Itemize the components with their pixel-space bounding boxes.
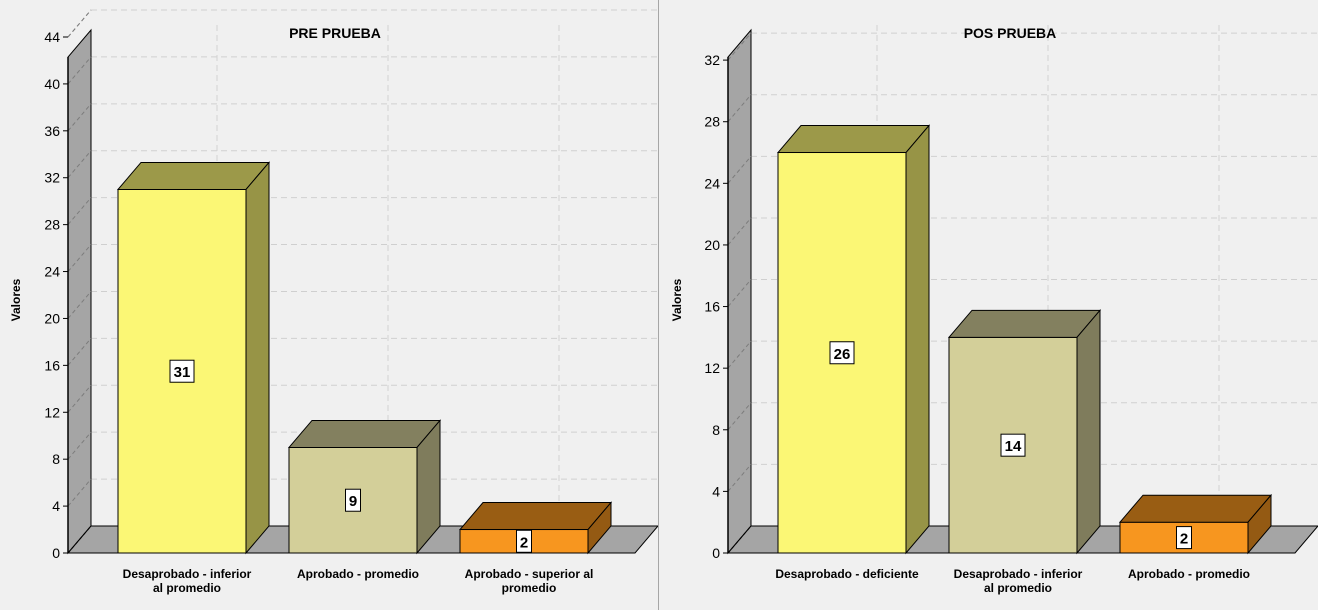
category-label: Desaprobado - inferior	[954, 567, 1083, 581]
data-label: 14	[1005, 438, 1022, 455]
chart-title: PRE PRUEBA	[289, 25, 381, 41]
data-label: 26	[834, 346, 851, 363]
y-axis-label: Valores	[670, 278, 684, 321]
y-tick-label: 4	[712, 483, 720, 499]
wall-gridline	[67, 338, 92, 366]
y-tick-label: 44	[44, 29, 60, 45]
data-label-box	[516, 529, 532, 553]
y-tick-label: 12	[44, 404, 60, 420]
y-tick-label: 4	[52, 498, 60, 514]
bar-side	[1076, 309, 1101, 555]
category-label: Aprobado - promedio	[1128, 567, 1250, 581]
pos-prueba-chart: 0 4 8 12 16 20 24 28 32 Valores POS PRUEBA 26 Desapr…	[670, 25, 1318, 595]
wall-gridline	[67, 56, 92, 85]
y-tick-label: 16	[44, 357, 60, 373]
wall-gridline	[67, 9, 92, 38]
data-label-box	[1000, 433, 1026, 457]
bar-top	[947, 309, 1102, 338]
data-label: 9	[349, 493, 357, 510]
bar	[1118, 493, 1273, 555]
bar-top	[776, 125, 931, 154]
bar	[776, 124, 931, 555]
bar-side	[1247, 493, 1272, 555]
category-label: Desaprobado - inferior	[123, 567, 252, 581]
data-label: 2	[1180, 531, 1188, 548]
y-axis-label: Valores	[9, 278, 23, 321]
y-tick-label: 24	[44, 264, 60, 280]
y-tick-label: 40	[44, 76, 60, 92]
bar-top	[116, 161, 271, 190]
bar-top	[1118, 494, 1273, 523]
bar-top	[458, 502, 613, 531]
wall-gridline	[727, 32, 752, 61]
bar-side	[245, 161, 270, 555]
bar-side	[905, 124, 930, 555]
wall-gridline	[67, 431, 92, 460]
category-label: al promedio	[153, 581, 221, 595]
data-label-box	[345, 488, 361, 512]
data-label: 2	[520, 534, 528, 551]
wall-gridline	[67, 150, 92, 179]
y-tick-label: 20	[704, 237, 720, 253]
wall-gridline	[727, 156, 752, 184]
bar-side	[416, 419, 441, 555]
wall-gridline	[67, 103, 92, 132]
y-tick-label: 0	[712, 545, 720, 561]
data-label-box	[1176, 526, 1192, 550]
wall-gridline	[67, 478, 92, 507]
wall-gridline	[727, 217, 752, 246]
wall-gridline	[67, 197, 92, 225]
wall-gridline	[727, 464, 752, 492]
bar	[947, 309, 1102, 555]
bar	[287, 419, 442, 555]
bar	[116, 161, 271, 555]
category-label: Desaprobado - deficiente	[775, 567, 919, 581]
bar	[458, 501, 613, 555]
y-tick-label: 0	[52, 545, 60, 561]
category-label: Aprobado - promedio	[297, 567, 419, 581]
wall-gridline	[727, 402, 752, 431]
y-tick-label: 20	[44, 310, 60, 326]
y-tick-label: 28	[44, 217, 60, 233]
category-label: promedio	[502, 581, 557, 595]
wall-gridline	[727, 279, 752, 307]
pre-prueba-chart: 0 4 8 12 16 20 24 28 32 36 40 44 Valores PRE PRUEBA 31…	[9, 9, 658, 595]
data-label-box	[829, 341, 855, 365]
category-label: al promedio	[984, 581, 1052, 595]
y-tick-label: 24	[704, 175, 720, 191]
wall-gridline	[67, 291, 92, 319]
y-tick-label: 12	[704, 360, 720, 376]
panel-divider	[658, 0, 659, 610]
wall-gridline	[67, 384, 92, 413]
wall-gridline	[727, 340, 752, 369]
category-label: Aprobado - superior al	[465, 567, 594, 581]
y-tick-label: 16	[704, 299, 720, 315]
chart-title: POS PRUEBA	[964, 25, 1057, 41]
y-tick-label: 8	[712, 422, 720, 438]
wall-gridline	[67, 244, 92, 272]
y-tick-label: 28	[704, 114, 720, 130]
data-label-box	[169, 359, 195, 383]
y-tick-label: 32	[44, 170, 60, 186]
y-tick-label: 8	[52, 451, 60, 467]
y-tick-label: 36	[44, 123, 60, 139]
wall-gridline	[727, 94, 752, 123]
bar-side	[587, 501, 612, 555]
y-tick-label: 32	[704, 52, 720, 68]
data-label: 31	[174, 364, 191, 381]
bar-top	[287, 419, 442, 448]
